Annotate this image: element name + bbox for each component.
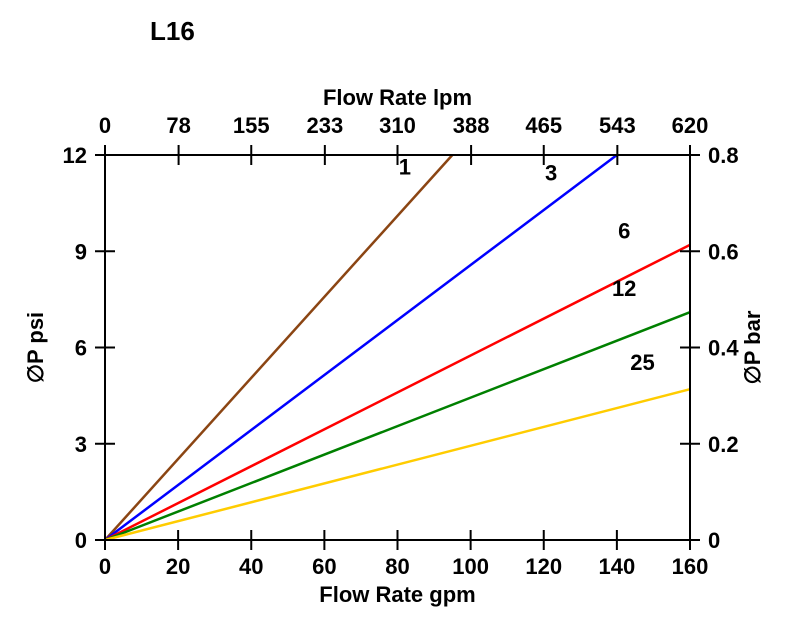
chart-container: L161361225020406080100120140160Flow Rate…	[0, 0, 788, 642]
yr-tick-label: 0.2	[708, 432, 739, 457]
xb-tick-label: 0	[99, 554, 111, 579]
yl-tick-label: 6	[75, 336, 87, 361]
series-label-1: 1	[399, 154, 411, 179]
xt-tick-label: 543	[599, 113, 636, 138]
xt-tick-label: 233	[306, 113, 343, 138]
xb-tick-label: 100	[452, 554, 489, 579]
xt-tick-label: 388	[453, 113, 490, 138]
yl-tick-label: 12	[63, 143, 87, 168]
xt-tick-label: 78	[166, 113, 190, 138]
xt-tick-label: 465	[525, 113, 562, 138]
xt-tick-label: 155	[233, 113, 270, 138]
yr-tick-label: 0.8	[708, 143, 739, 168]
series-label-3: 3	[545, 161, 557, 186]
series-label-6: 6	[618, 218, 630, 243]
xt-tick-label: 310	[379, 113, 416, 138]
yl-tick-label: 0	[75, 528, 87, 553]
xt-tick-label: 620	[672, 113, 709, 138]
series-label-12: 12	[612, 276, 636, 301]
xb-tick-label: 60	[312, 554, 336, 579]
pressure-flow-chart: L161361225020406080100120140160Flow Rate…	[0, 0, 788, 642]
chart-title: L16	[150, 16, 195, 46]
xb-tick-label: 140	[599, 554, 636, 579]
xb-tick-label: 40	[239, 554, 263, 579]
x-bottom-label: Flow Rate gpm	[319, 582, 475, 607]
yr-tick-label: 0.6	[708, 239, 739, 264]
x-top-label: Flow Rate lpm	[323, 85, 472, 110]
xb-tick-label: 20	[166, 554, 190, 579]
xb-tick-label: 160	[672, 554, 709, 579]
xb-tick-label: 80	[385, 554, 409, 579]
yr-tick-label: 0.4	[708, 336, 739, 361]
y-right-label: ∅P bar	[740, 310, 765, 384]
yr-tick-label: 0	[708, 528, 720, 553]
y-left-label: ∅P psi	[23, 312, 48, 383]
yl-tick-label: 9	[75, 239, 87, 264]
series-label-25: 25	[630, 350, 654, 375]
yl-tick-label: 3	[75, 432, 87, 457]
xt-tick-label: 0	[99, 113, 111, 138]
xb-tick-label: 120	[525, 554, 562, 579]
